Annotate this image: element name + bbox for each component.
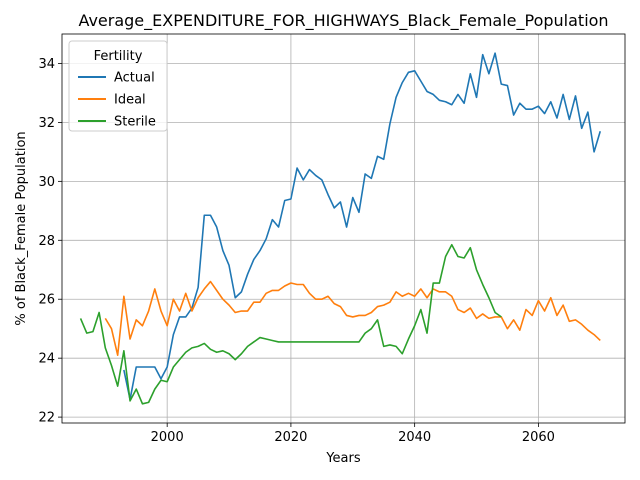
y-tick-label: 32 <box>38 116 55 131</box>
x-axis-title: Years <box>325 451 361 466</box>
legend-label-sterile: Sterile <box>114 115 156 130</box>
x-tick-label: 2000 <box>151 430 184 445</box>
legend-title: Fertility <box>94 49 143 64</box>
legend: Fertility Actual Ideal Sterile <box>69 41 167 131</box>
y-tick-label: 28 <box>38 234 55 249</box>
x-tick-label: 2060 <box>522 430 555 445</box>
x-tick-label: 2040 <box>398 430 431 445</box>
x-tick-label: 2020 <box>274 430 307 445</box>
y-tick-label: 22 <box>38 411 55 426</box>
y-tick-label: 34 <box>38 57 55 72</box>
y-tick-label: 26 <box>38 293 55 308</box>
y-tick-label: 24 <box>38 352 55 367</box>
y-axis-title: % of Black_Female Population <box>14 131 29 325</box>
y-tick-label: 30 <box>38 175 55 190</box>
chart-title: Average_EXPENDITURE_FOR_HIGHWAYS_Black_F… <box>78 11 608 31</box>
legend-label-actual: Actual <box>114 71 155 86</box>
legend-label-ideal: Ideal <box>114 93 146 108</box>
